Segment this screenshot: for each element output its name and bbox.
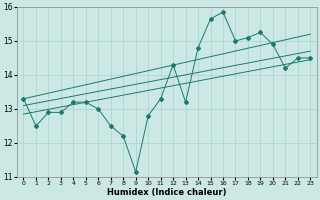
X-axis label: Humidex (Indice chaleur): Humidex (Indice chaleur)	[107, 188, 227, 197]
